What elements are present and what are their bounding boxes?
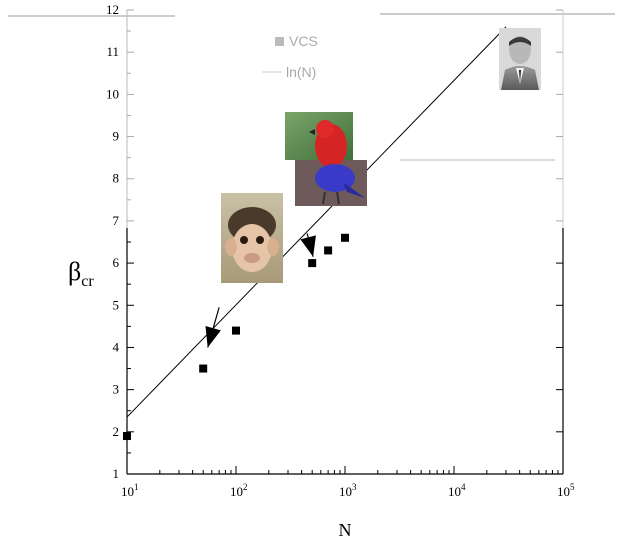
y-tick-label: 10: [106, 86, 119, 101]
y-tick-label: 3: [113, 382, 120, 397]
monkey-photo: [221, 193, 283, 283]
y-tick-label: 9: [113, 129, 120, 144]
y-tick-label: 12: [106, 2, 119, 17]
x-tick-label: 101: [121, 482, 139, 499]
x-tick-label: 102: [230, 482, 248, 499]
arrow-head: [205, 326, 221, 348]
legend-label-vcs: VCS: [289, 33, 318, 49]
x-tick-label: 103: [339, 482, 357, 499]
vcs-series: [123, 233, 349, 441]
upper-frame: [8, 13, 615, 161]
x-axis-title: N: [339, 520, 352, 540]
y-tick-label: 4: [113, 339, 120, 354]
y-tick-label: 8: [113, 171, 120, 186]
data-point: [308, 259, 317, 268]
annotation-arrows: [205, 233, 316, 348]
plot-frame: [126, 10, 564, 475]
y-axis-title: βcr: [68, 257, 94, 290]
ln-fit-series: [126, 26, 507, 418]
legend: VCS ln(N): [262, 33, 318, 80]
y-tick-label: 2: [113, 424, 120, 439]
parrot-photo: [285, 112, 367, 206]
data-point: [341, 233, 349, 242]
y-tick-label: 11: [106, 44, 119, 59]
ln-fit-line: [126, 26, 507, 418]
arrow-head: [300, 235, 316, 257]
legend-label-ln: ln(N): [286, 64, 316, 80]
x-tick-label: 104: [448, 482, 466, 499]
y-tick-label: 5: [113, 297, 120, 312]
portrait-photo: [499, 28, 541, 90]
data-point: [232, 326, 240, 335]
y-tick-label: 1: [113, 466, 120, 481]
y-tick-label: 6: [113, 255, 120, 270]
data-point: [123, 432, 131, 441]
data-point: [199, 364, 208, 373]
data-point: [324, 246, 333, 255]
legend-marker-vcs: [275, 37, 284, 46]
x-axis: 101 102 103 104 105: [121, 466, 575, 499]
y-tick-label: 7: [113, 213, 120, 228]
x-tick-label: 105: [557, 482, 575, 499]
